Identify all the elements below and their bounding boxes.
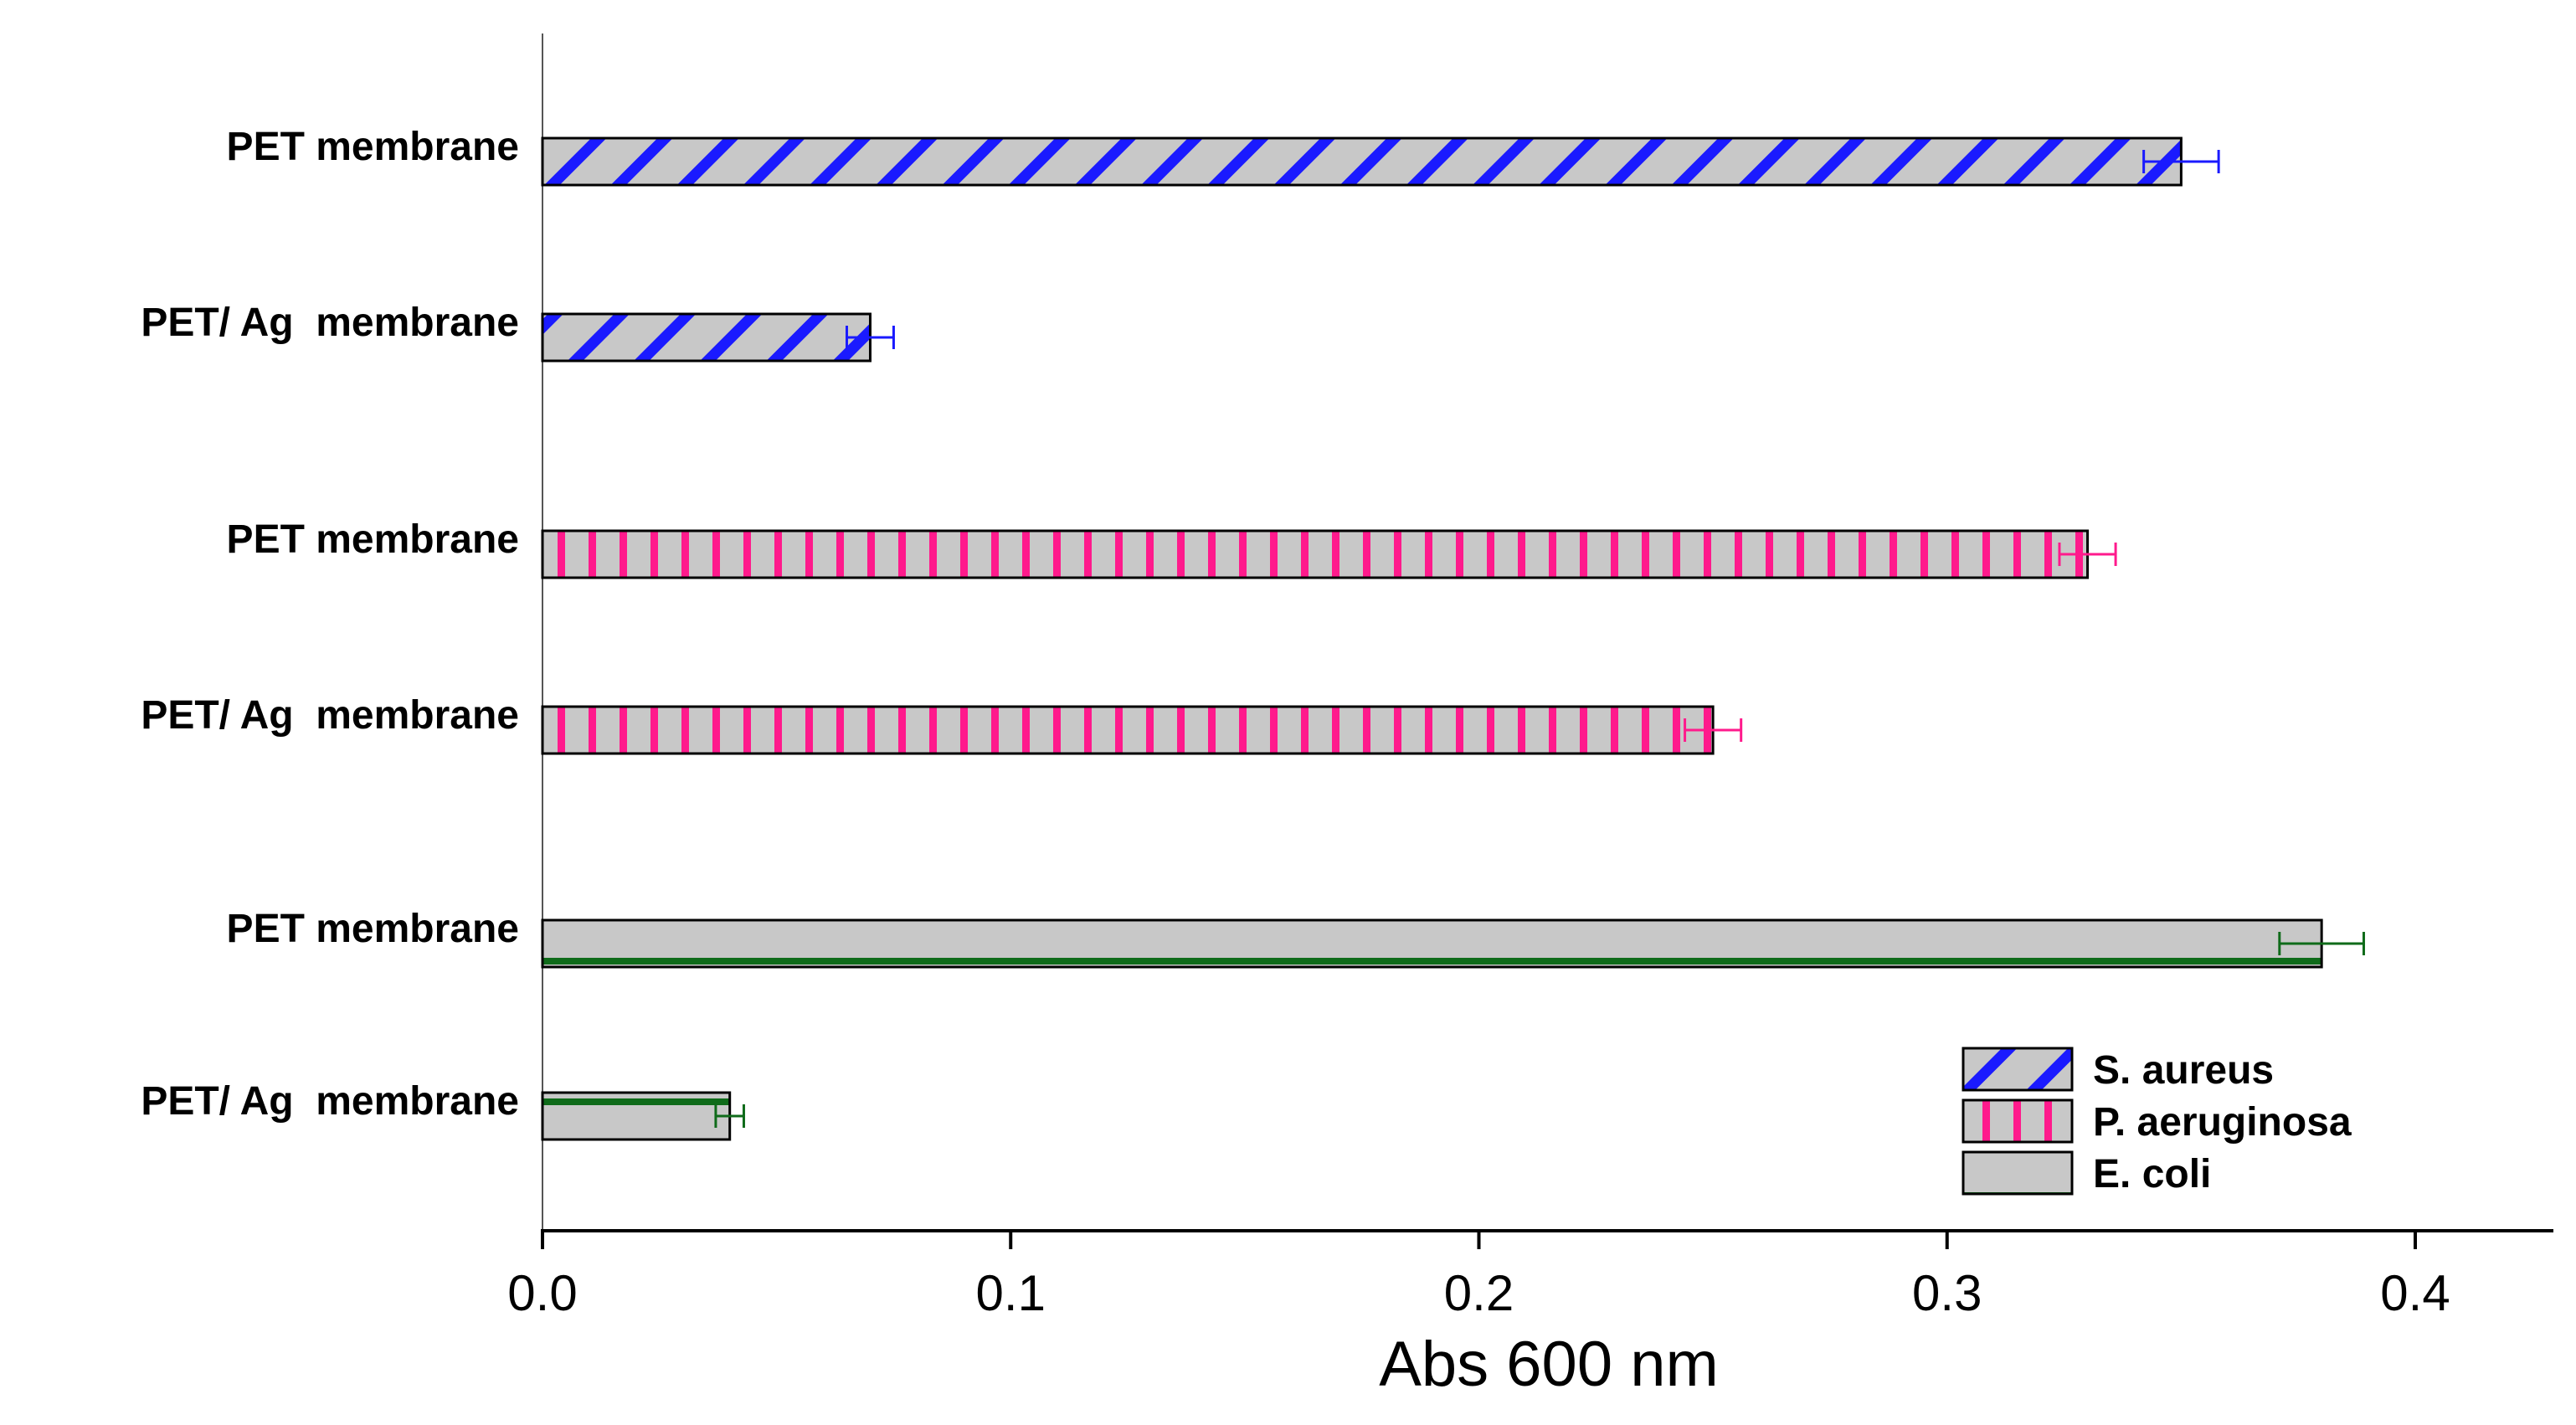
- category-label-s-aureus-pet-membrane: PET membrane: [227, 125, 519, 169]
- x-tick-label: 0.2: [1444, 1265, 1514, 1321]
- category-label-p-aeruginosa-pet-membrane: PET membrane: [227, 517, 519, 562]
- bar-s-aureus-pet-membrane: [541, 136, 2183, 187]
- category-label-e-coli-pet-ag-membrane: PET/ Ag membrane: [141, 1079, 519, 1124]
- x-tick-label: 0.3: [1912, 1265, 1982, 1321]
- x-tick-label: 0.4: [2380, 1265, 2450, 1321]
- category-label-p-aeruginosa-pet-ag-membrane: PET/ Ag membrane: [141, 693, 519, 738]
- x-tick-label: 0.1: [976, 1265, 1046, 1321]
- category-label-e-coli-pet-membrane: PET membrane: [227, 907, 519, 951]
- error-bar-e-coli-pet-membrane: [2278, 932, 2365, 955]
- error-bar-p-aeruginosa-pet-membrane: [2058, 543, 2117, 566]
- error-bars-layer: [714, 150, 2365, 1128]
- category-labels-layer: PET membrane PET/ Ag membrane PET membrane…: [141, 125, 519, 1124]
- category-label-s-aureus-pet-ag-membrane: PET/ Ag membrane: [141, 301, 519, 345]
- error-bar-s-aureus-pet-membrane: [2142, 150, 2220, 173]
- bars-layer: [541, 136, 2323, 1141]
- error-bar-e-coli-pet-ag-membrane: [714, 1104, 745, 1128]
- bar-s-aureus-pet-ag-membrane: [541, 312, 872, 363]
- legend: S. aureus P. aeruginosa E. coli: [1962, 1047, 2352, 1196]
- legend-label-s-aureus: S. aureus: [2093, 1048, 2274, 1093]
- bar-e-coli-pet-ag-membrane: [541, 1091, 732, 1141]
- legend-label-e-coli: E. coli: [2093, 1152, 2211, 1196]
- legend-swatch-e-coli: [1962, 1150, 2074, 1196]
- error-bar-s-aureus-pet-ag-membrane: [846, 326, 895, 349]
- x-axis-title: Abs 600 nm: [1379, 1329, 1719, 1400]
- bar-p-aeruginosa-pet-membrane: [541, 529, 2090, 579]
- legend-swatch-s-aureus: [1962, 1047, 2074, 1092]
- legend-swatch-p-aeruginosa: [1962, 1098, 2074, 1144]
- bar-p-aeruginosa-pet-ag-membrane: [541, 705, 1715, 755]
- x-ticks-layer: 0.0 0.1 0.2 0.3 0.4: [507, 1231, 2450, 1321]
- x-tick-label: 0.0: [507, 1265, 577, 1321]
- legend-label-p-aeruginosa: P. aeruginosa: [2093, 1100, 2352, 1145]
- error-bar-p-aeruginosa-pet-ag-membrane: [1684, 718, 1743, 742]
- bar-e-coli-pet-membrane: [541, 918, 2323, 969]
